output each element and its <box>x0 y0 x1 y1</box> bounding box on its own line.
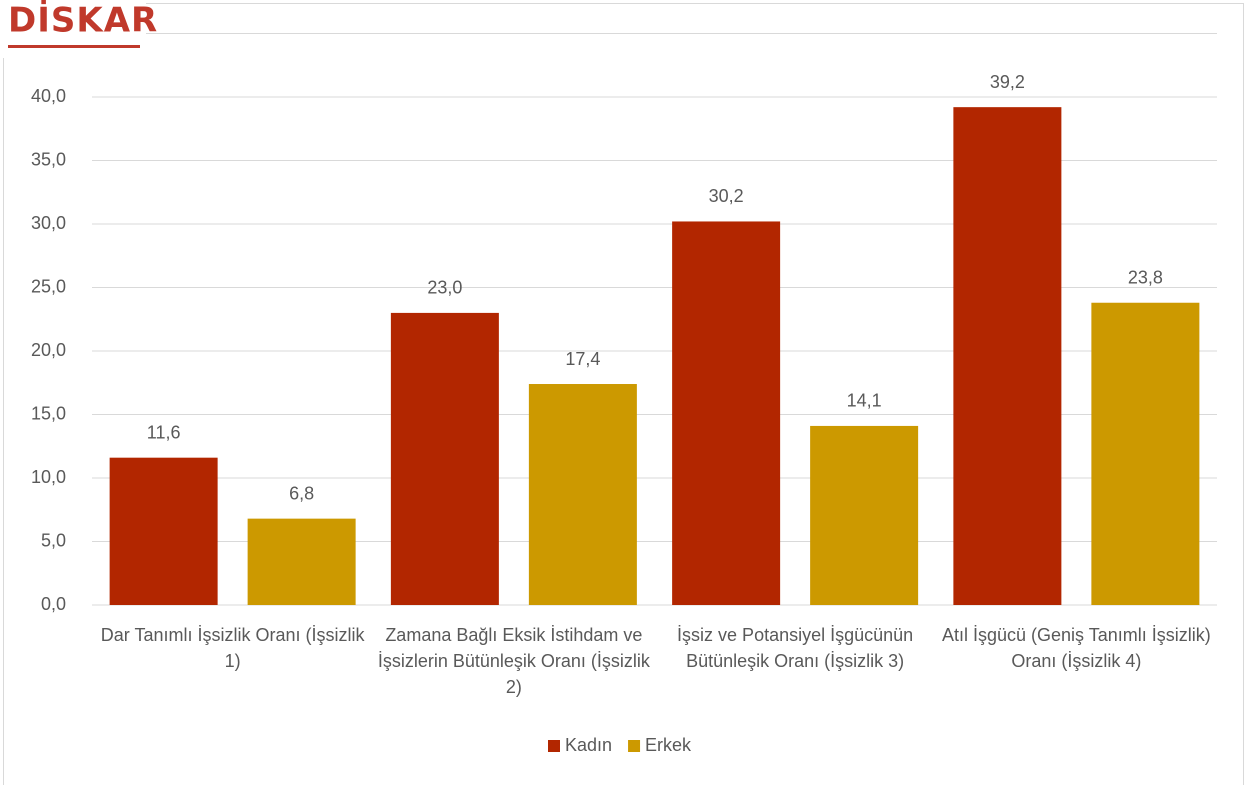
bar <box>1091 302 1200 605</box>
x-tick-label: Dar Tanımlı İşsizlik Oranı (İşsizlik 1) <box>101 625 366 671</box>
bar <box>528 384 637 605</box>
data-label: 23,0 <box>427 278 462 298</box>
legend-swatch <box>628 740 641 752</box>
y-tick-label: 40,0 <box>31 86 66 106</box>
y-tick-label: 0,0 <box>41 594 66 614</box>
data-label: 30,2 <box>709 186 744 206</box>
legend-label: Kadın <box>565 735 612 755</box>
x-tick-label: İşsiz ve Potansiyel İşgücünün Bütünleşik … <box>677 625 913 671</box>
y-tick-label: 25,0 <box>31 276 66 296</box>
bar <box>109 457 218 605</box>
y-tick-label: 20,0 <box>31 340 66 360</box>
data-label: 14,1 <box>847 391 882 411</box>
bar <box>390 312 499 605</box>
legend-label: Erkek <box>645 735 692 755</box>
bar <box>953 107 1062 605</box>
legend-swatch <box>548 740 560 752</box>
y-tick-label: 30,0 <box>31 213 66 233</box>
y-tick-label: 5,0 <box>41 530 66 550</box>
bar <box>672 221 781 605</box>
logo-underline <box>8 45 140 48</box>
bar <box>247 518 356 605</box>
y-tick-label: 35,0 <box>31 149 66 169</box>
logo-bg <box>0 0 146 58</box>
x-tick-label: Zamana Bağlı Eksik İstihdam ve İşsizlerin… <box>378 625 651 697</box>
data-label: 17,4 <box>565 349 600 369</box>
data-label: 11,6 <box>147 422 181 442</box>
y-tick-label: 15,0 <box>31 403 66 423</box>
data-label: 23,8 <box>1128 267 1163 287</box>
data-label: 39,2 <box>990 72 1025 92</box>
logo: DİSKAR <box>8 0 158 41</box>
x-tick-label: Atıl İşgücü (Geniş Tanımlı İşsizlik) Oran… <box>942 625 1211 671</box>
data-label: 6,8 <box>289 483 314 503</box>
bar <box>810 425 919 605</box>
y-tick-label: 10,0 <box>31 467 66 487</box>
